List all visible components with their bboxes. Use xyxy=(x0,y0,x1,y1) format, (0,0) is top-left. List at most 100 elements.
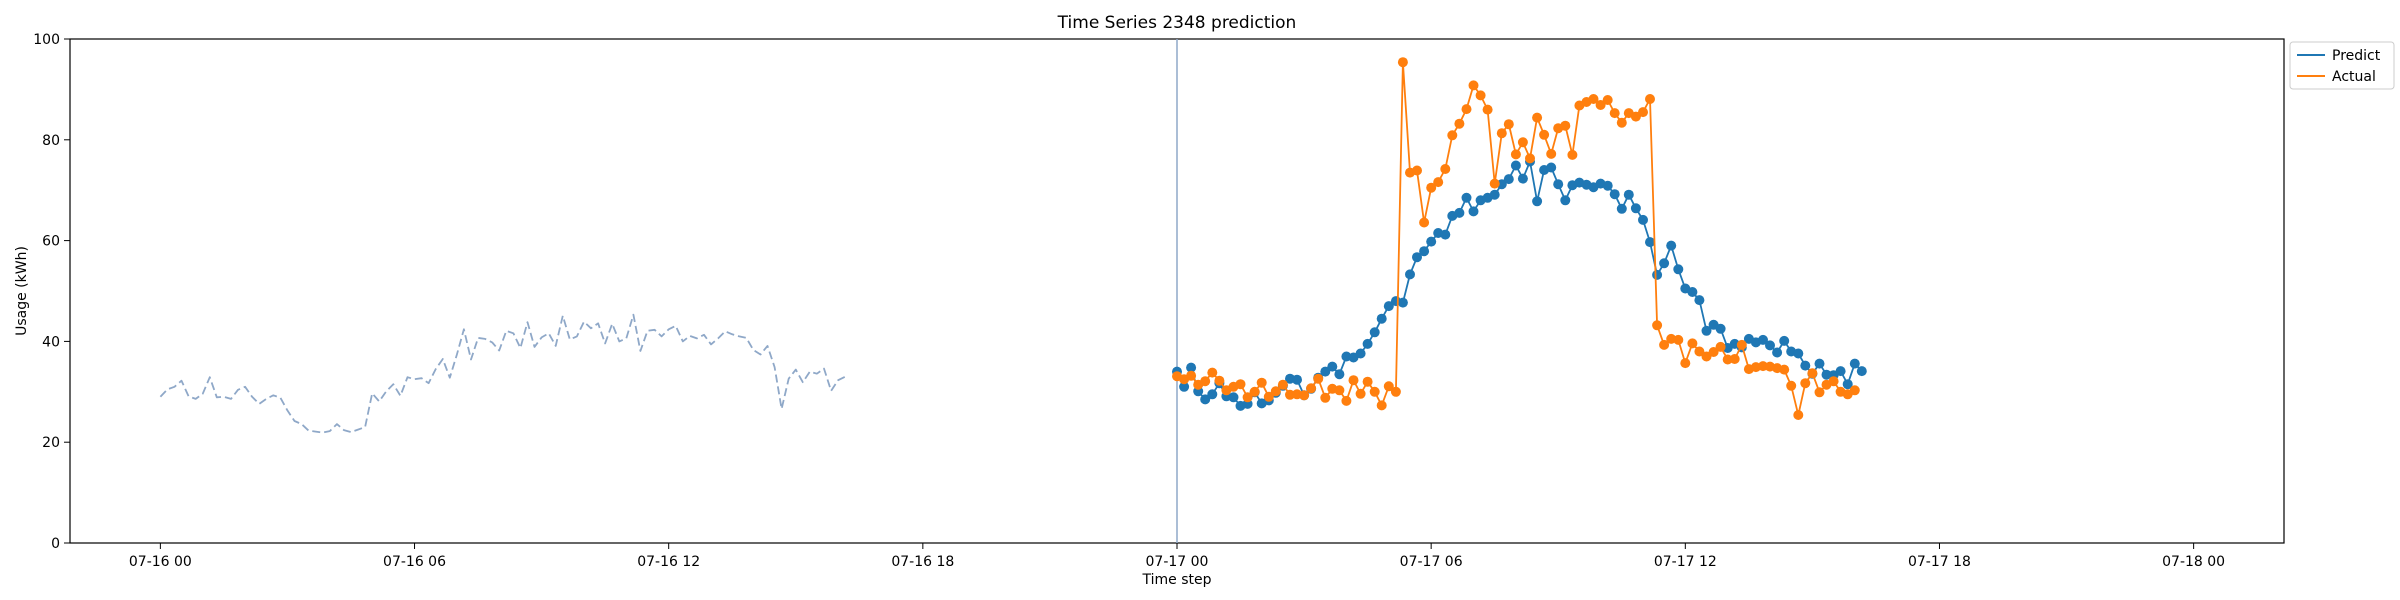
actual-point xyxy=(1426,182,1437,193)
actual-point xyxy=(1503,119,1514,130)
actual-point xyxy=(1320,392,1331,403)
predict-point xyxy=(1376,313,1387,324)
x-tick-label: 07-18 00 xyxy=(2162,554,2225,570)
actual-point xyxy=(1482,104,1493,115)
actual-point xyxy=(1849,385,1860,396)
actual-point xyxy=(1277,379,1288,390)
predict-point xyxy=(1440,229,1451,240)
actual-point xyxy=(1256,377,1267,388)
actual-point xyxy=(1659,339,1670,350)
actual-point xyxy=(1348,375,1359,386)
predict-point xyxy=(1835,366,1846,377)
x-axis-label: Time step xyxy=(1142,572,1212,588)
predict-point xyxy=(1793,348,1804,359)
predict-point xyxy=(1532,196,1543,207)
predict-point xyxy=(1179,381,1190,392)
actual-point xyxy=(1419,217,1430,228)
actual-point xyxy=(1390,386,1401,397)
legend-actual-label: Actual xyxy=(2332,69,2376,85)
actual-point xyxy=(1779,364,1790,375)
actual-point xyxy=(1496,128,1507,139)
actual-point xyxy=(1701,351,1712,362)
predict-point xyxy=(1553,179,1564,190)
actual-point xyxy=(1588,94,1599,104)
actual-point xyxy=(1736,339,1747,350)
actual-point xyxy=(1687,338,1698,349)
predict-point xyxy=(1228,392,1239,403)
actual-point xyxy=(1207,367,1218,378)
actual-point xyxy=(1214,375,1225,386)
actual-point xyxy=(1539,129,1550,140)
predict-point xyxy=(1454,207,1465,218)
actual-point xyxy=(1616,117,1627,128)
predict-point xyxy=(1362,338,1373,349)
y-tick-label: 60 xyxy=(42,234,60,250)
actual-point xyxy=(1793,410,1804,420)
predict-point xyxy=(1517,173,1528,184)
actual-point xyxy=(1708,347,1719,357)
actual-point xyxy=(1433,177,1444,188)
actual-point xyxy=(1412,165,1422,176)
predict-point xyxy=(1821,369,1832,380)
legend-box xyxy=(2289,41,2395,90)
predict-point xyxy=(1630,203,1641,214)
y-tick-label: 80 xyxy=(42,133,60,149)
actual-point xyxy=(1715,341,1726,352)
predict-point xyxy=(1426,236,1437,247)
predict-point xyxy=(1645,237,1655,248)
y-axis-label: Usage (kWh) xyxy=(14,246,30,336)
actual-point xyxy=(1609,108,1620,119)
actual-point xyxy=(1510,149,1521,160)
actual-point xyxy=(1369,386,1380,397)
predict-point xyxy=(1602,180,1613,191)
actual-point xyxy=(1532,112,1543,123)
predict-point xyxy=(1355,348,1366,359)
predict-point xyxy=(1652,269,1663,280)
x-tick-label: 07-16 00 xyxy=(129,554,192,570)
predict-point xyxy=(1765,340,1775,351)
predict-point xyxy=(1412,252,1422,263)
predict-point xyxy=(1687,287,1698,297)
predict-point xyxy=(1369,327,1380,338)
actual-point xyxy=(1652,320,1663,331)
actual-point xyxy=(1249,386,1260,397)
actual-point xyxy=(1200,376,1211,387)
predict-point xyxy=(1207,389,1218,400)
actual-point xyxy=(1362,376,1373,387)
actual-point xyxy=(1341,395,1352,406)
predict-point xyxy=(1327,361,1338,372)
actual-point xyxy=(1630,111,1641,122)
predict-point xyxy=(1609,189,1620,200)
predict-point xyxy=(1503,174,1514,185)
predict-point xyxy=(1659,258,1670,269)
actual-point xyxy=(1680,358,1691,369)
predict-point xyxy=(1546,162,1557,173)
predict-point xyxy=(1694,295,1705,306)
actual-point xyxy=(1397,57,1408,68)
predict-point xyxy=(1489,189,1500,200)
legend-predict-label: Predict xyxy=(2332,48,2381,64)
predict-point xyxy=(1666,240,1677,251)
predict-point xyxy=(1461,192,1472,203)
predict-point xyxy=(1510,160,1521,171)
actual-point xyxy=(1383,381,1394,392)
predict-point xyxy=(1186,362,1197,373)
actual-point xyxy=(1807,368,1818,379)
x-tick-label: 07-17 06 xyxy=(1400,554,1463,570)
plot-data xyxy=(159,39,1867,543)
actual-point xyxy=(1263,391,1274,402)
actual-point xyxy=(1517,137,1528,148)
actual-point xyxy=(1454,118,1465,129)
actual-point xyxy=(1489,178,1500,189)
actual-point xyxy=(1235,379,1246,390)
predict-point xyxy=(1673,264,1684,275)
actual-point xyxy=(1645,94,1655,104)
actual-point xyxy=(1468,80,1479,91)
x-tick-label: 07-16 06 xyxy=(383,554,446,570)
actual-point xyxy=(1334,385,1345,396)
actual-point xyxy=(1560,120,1571,131)
chart-title: Time Series 2348 prediction xyxy=(1057,13,1297,33)
actual-point xyxy=(1440,164,1451,174)
predict-point xyxy=(1701,325,1712,336)
actual-point xyxy=(1447,130,1458,141)
